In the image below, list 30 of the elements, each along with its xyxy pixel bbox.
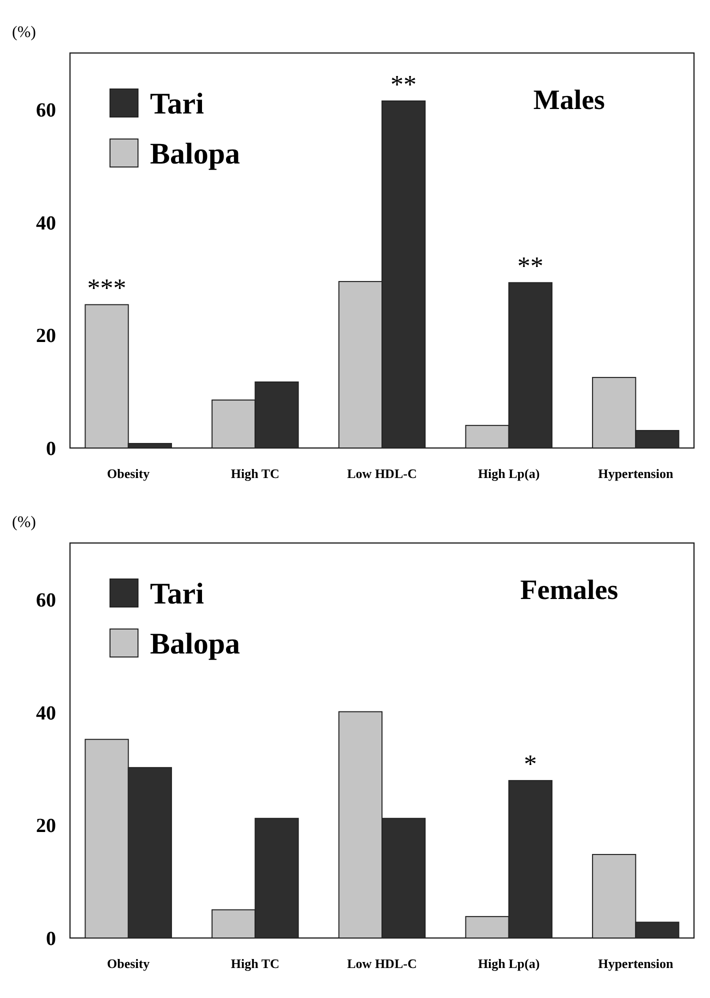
y-tick-label: 40 [36, 212, 56, 234]
y-tick-label: 20 [36, 325, 56, 348]
text: Females [520, 575, 618, 606]
annotation: ** [390, 70, 417, 99]
x-tick-label: Obesity [107, 466, 150, 481]
x-tick-label: Low HDL-C [347, 466, 417, 481]
legend-label: Balopa [150, 138, 240, 170]
y-tick-label: 40 [36, 702, 56, 724]
annotation: ** [517, 252, 544, 281]
x-tick-label: High TC [230, 956, 280, 971]
x-tick-label: High Lp(a) [478, 956, 540, 971]
y-tick-label: 60 [36, 589, 56, 612]
y-tick-label: 0 [46, 928, 56, 950]
y-axis-title: (%) [12, 514, 36, 531]
x-tick-label: Low HDL-C [347, 956, 417, 971]
x-tick-label: Hypertension [598, 956, 674, 971]
legend-label: Tari [150, 578, 204, 610]
y-axis-title: (%) [12, 24, 36, 41]
x-tick-label: High Lp(a) [478, 466, 540, 481]
x-tick-label: High TC [230, 466, 280, 481]
text: Males [533, 85, 606, 116]
annotation: * [524, 750, 537, 779]
y-tick-label: 0 [46, 438, 56, 460]
legend-label: Balopa [150, 628, 240, 660]
legend-label: Tari [150, 88, 204, 120]
x-tick-label: Obesity [107, 956, 150, 971]
y-tick-label: 20 [36, 815, 56, 838]
y-tick-label: 60 [36, 99, 56, 122]
annotation: *** [87, 274, 126, 303]
x-tick-label: Hypertension [598, 466, 674, 481]
